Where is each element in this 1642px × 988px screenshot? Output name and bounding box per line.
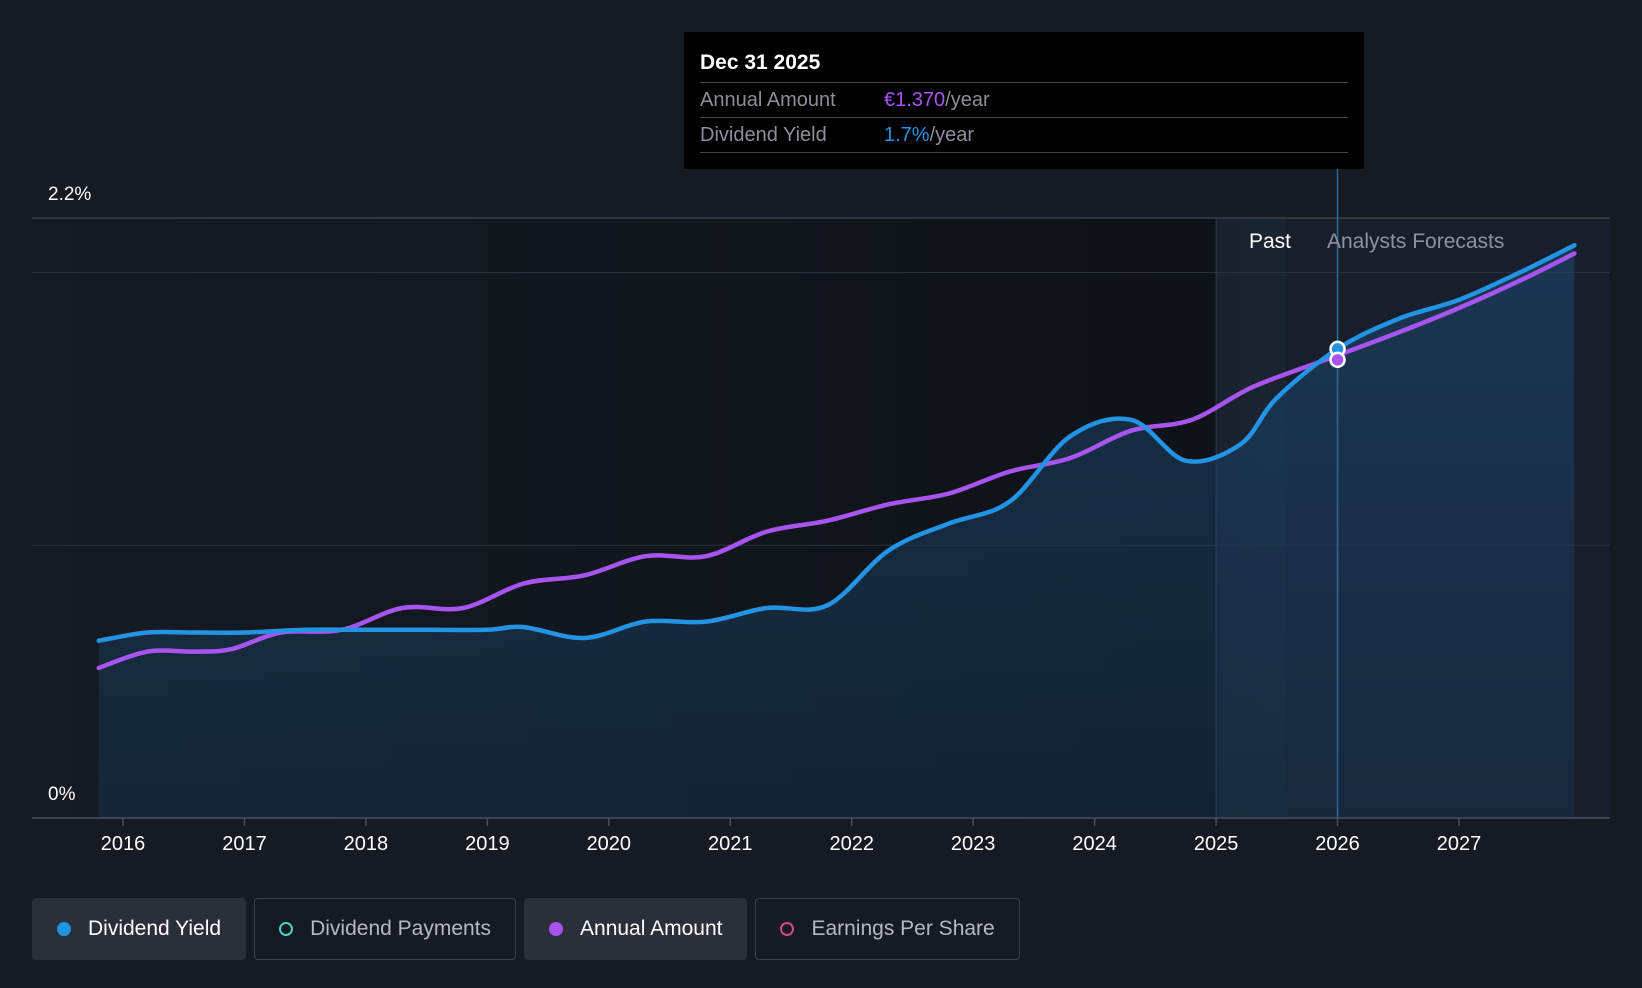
legend-dividend-payments-dot [279,922,294,936]
tooltip-dividend-yield-value: 1.7% [884,124,930,146]
y-tick-max: 2.2% [48,184,92,205]
x-tick-label: 2016 [101,833,146,855]
tooltip-annual-amount-label: Annual Amount [700,89,836,111]
legend-dividend-yield-dot [57,922,71,936]
y-tick-zero: 0% [48,784,76,805]
x-tick-label: 2017 [222,833,267,855]
x-tick-label: 2020 [587,833,632,855]
tooltip-annual-amount-row: Annual Amount €1.370 /year [700,83,1348,118]
legend-annual-amount-dot [549,922,564,936]
legend-dividend-payments[interactable]: Dividend Payments [254,898,517,960]
x-tick-label: 2026 [1315,833,1360,855]
x-tick-label: 2023 [951,833,996,855]
x-tick-label: 2027 [1437,833,1482,855]
legend-dividend-yield-label: Dividend Yield [88,917,222,940]
tooltip-dividend-yield-unit: /year [929,124,975,146]
annual-amount-marker [1329,351,1346,369]
tooltip-dividend-yield-row: Dividend Yield 1.7% /year [700,118,1348,153]
tooltip-date: Dec 31 2025 [700,32,1348,83]
tooltip: Dec 31 2025 Annual Amount €1.370 /year D… [684,32,1364,169]
legend-dividend-yield[interactable]: Dividend Yield [32,898,247,960]
dividend-yield-line [96,243,1577,643]
tooltip-annual-amount-unit: /year [945,89,990,111]
x-tick-label: 2019 [465,833,510,855]
legend-earnings-per-share-label: Earnings Per Share [811,917,995,940]
x-tick-label: 2018 [344,833,389,855]
x-tick-label: 2024 [1072,833,1117,855]
legend: Dividend Yield Dividend Payments Annual … [32,898,1020,960]
x-tick-label: 2025 [1194,833,1239,855]
legend-earnings-per-share-dot [780,922,795,936]
dividend-yield-area [98,245,1575,819]
forecast-label: Analysts Forecasts [1327,230,1505,253]
legend-annual-amount[interactable]: Annual Amount [524,898,748,960]
legend-annual-amount-label: Annual Amount [580,917,723,940]
tooltip-annual-amount-value: €1.370 [884,89,946,111]
x-tick-label: 2022 [829,833,874,855]
legend-earnings-per-share[interactable]: Earnings Per Share [755,898,1020,960]
x-tick-label: 2021 [708,833,753,855]
tooltip-dividend-yield-label: Dividend Yield [700,124,827,146]
past-label: Past [1249,230,1292,253]
legend-dividend-payments-label: Dividend Payments [310,917,492,940]
